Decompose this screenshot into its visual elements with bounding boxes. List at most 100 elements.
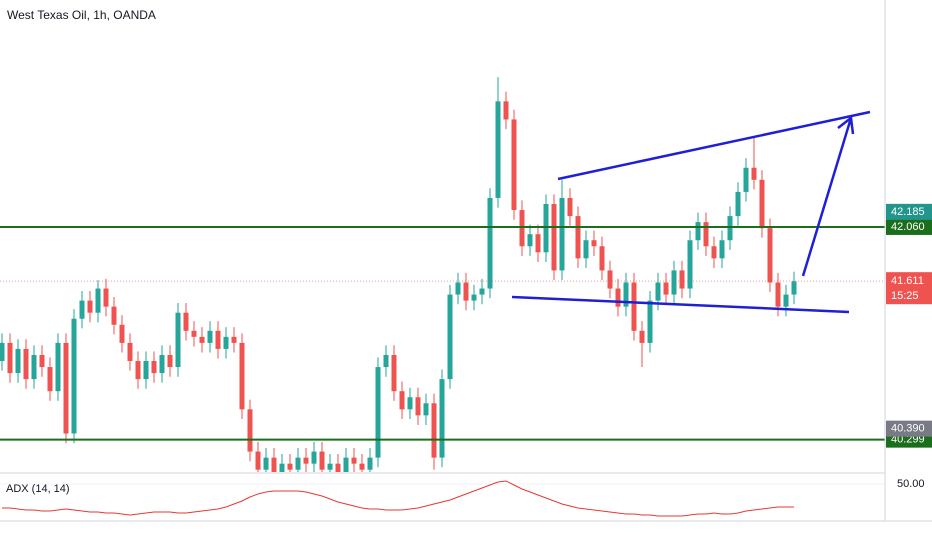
candle-body <box>463 282 469 301</box>
candle-body <box>431 403 437 458</box>
candle-body <box>519 210 525 247</box>
candle-body <box>191 330 197 337</box>
candle-body <box>319 451 325 470</box>
upper-trendline <box>557 110 871 181</box>
candle-body <box>759 179 765 229</box>
candle-body <box>567 197 573 217</box>
candle-body <box>239 342 245 410</box>
candle-body <box>623 282 629 307</box>
candle-body <box>199 336 205 343</box>
candle-body <box>575 216 581 259</box>
candle-body <box>711 246 717 259</box>
candle-body <box>151 361 157 374</box>
candle-body <box>311 451 317 464</box>
candle-body <box>55 342 61 392</box>
candle-body <box>663 282 669 295</box>
price-pane <box>0 77 885 472</box>
candle-body <box>7 342 13 374</box>
candle-body <box>631 282 637 331</box>
candle-body <box>687 240 693 289</box>
candle-body <box>703 222 709 247</box>
candle-body <box>527 234 533 247</box>
indicator-name: ADX (14, 14) <box>6 483 70 495</box>
candle-body <box>543 203 549 253</box>
candle-body <box>63 342 69 434</box>
candle-body <box>79 300 85 319</box>
candle-body <box>415 397 421 416</box>
candle-body <box>167 354 173 368</box>
candle-body <box>111 306 117 325</box>
candle-body <box>135 361 141 380</box>
candle-body <box>31 354 37 380</box>
candle-body <box>399 391 405 410</box>
candle-body <box>71 318 77 434</box>
candle-body <box>719 240 725 259</box>
candle-body <box>375 367 381 458</box>
candle-body <box>607 270 613 289</box>
candle-body <box>215 330 221 349</box>
candle-body <box>15 348 21 374</box>
candle-body <box>479 288 485 295</box>
candle-body <box>471 294 477 301</box>
candle-body <box>175 312 181 368</box>
candle-body <box>103 288 109 307</box>
candle-body <box>391 354 397 392</box>
candle-body <box>23 348 29 380</box>
candle-body <box>775 282 781 307</box>
candle-body <box>767 228 773 283</box>
countdown-label: 15:25 <box>891 290 919 302</box>
level-label: 42.060 <box>891 221 925 233</box>
candle-body <box>783 294 789 307</box>
price-marker-badge <box>886 203 932 220</box>
candle-body <box>271 457 277 472</box>
candle-body <box>87 300 93 313</box>
price-marker-label: 42.185 <box>891 206 925 218</box>
candle-body <box>255 451 261 470</box>
last-price-badge <box>886 272 932 305</box>
candle-body <box>679 270 685 289</box>
candle-body <box>695 222 701 241</box>
candle-body <box>407 397 413 410</box>
last-price-label: 41.611 <box>891 275 924 287</box>
candle-body <box>183 312 189 331</box>
adx-line <box>2 480 794 517</box>
candle-body <box>487 197 493 289</box>
candle-body <box>127 342 133 362</box>
candle-body <box>47 367 53 392</box>
projection-arrow <box>801 117 853 277</box>
price-marker-label: 40.390 <box>891 423 925 435</box>
candle-body <box>511 119 517 211</box>
candle-body <box>439 379 445 458</box>
candle-body <box>207 330 213 343</box>
candle-body <box>303 457 309 464</box>
candle-body <box>751 167 757 180</box>
candle-body <box>367 457 373 470</box>
candle-body <box>143 361 149 380</box>
candle-body <box>343 457 349 472</box>
candle-body <box>559 197 565 271</box>
candle-body <box>535 234 541 253</box>
candle-body <box>727 216 733 241</box>
candle-body <box>231 336 237 343</box>
candle-body <box>583 240 589 259</box>
candle-body <box>495 101 501 198</box>
level-badge <box>886 218 932 235</box>
candle-body <box>351 457 357 464</box>
candle-body <box>647 300 653 343</box>
lower-trendline <box>511 295 850 314</box>
candle-body <box>455 282 461 295</box>
candle-body <box>383 354 389 368</box>
candle-body <box>359 463 365 470</box>
candle-body <box>447 294 453 380</box>
candle-body <box>735 191 741 217</box>
candle-body <box>279 463 285 472</box>
candle-body <box>39 354 45 368</box>
candle-body <box>503 101 509 120</box>
candle-body <box>159 354 165 374</box>
arrow-head <box>837 115 855 135</box>
candle-body <box>327 463 333 470</box>
candle-body <box>263 457 269 470</box>
